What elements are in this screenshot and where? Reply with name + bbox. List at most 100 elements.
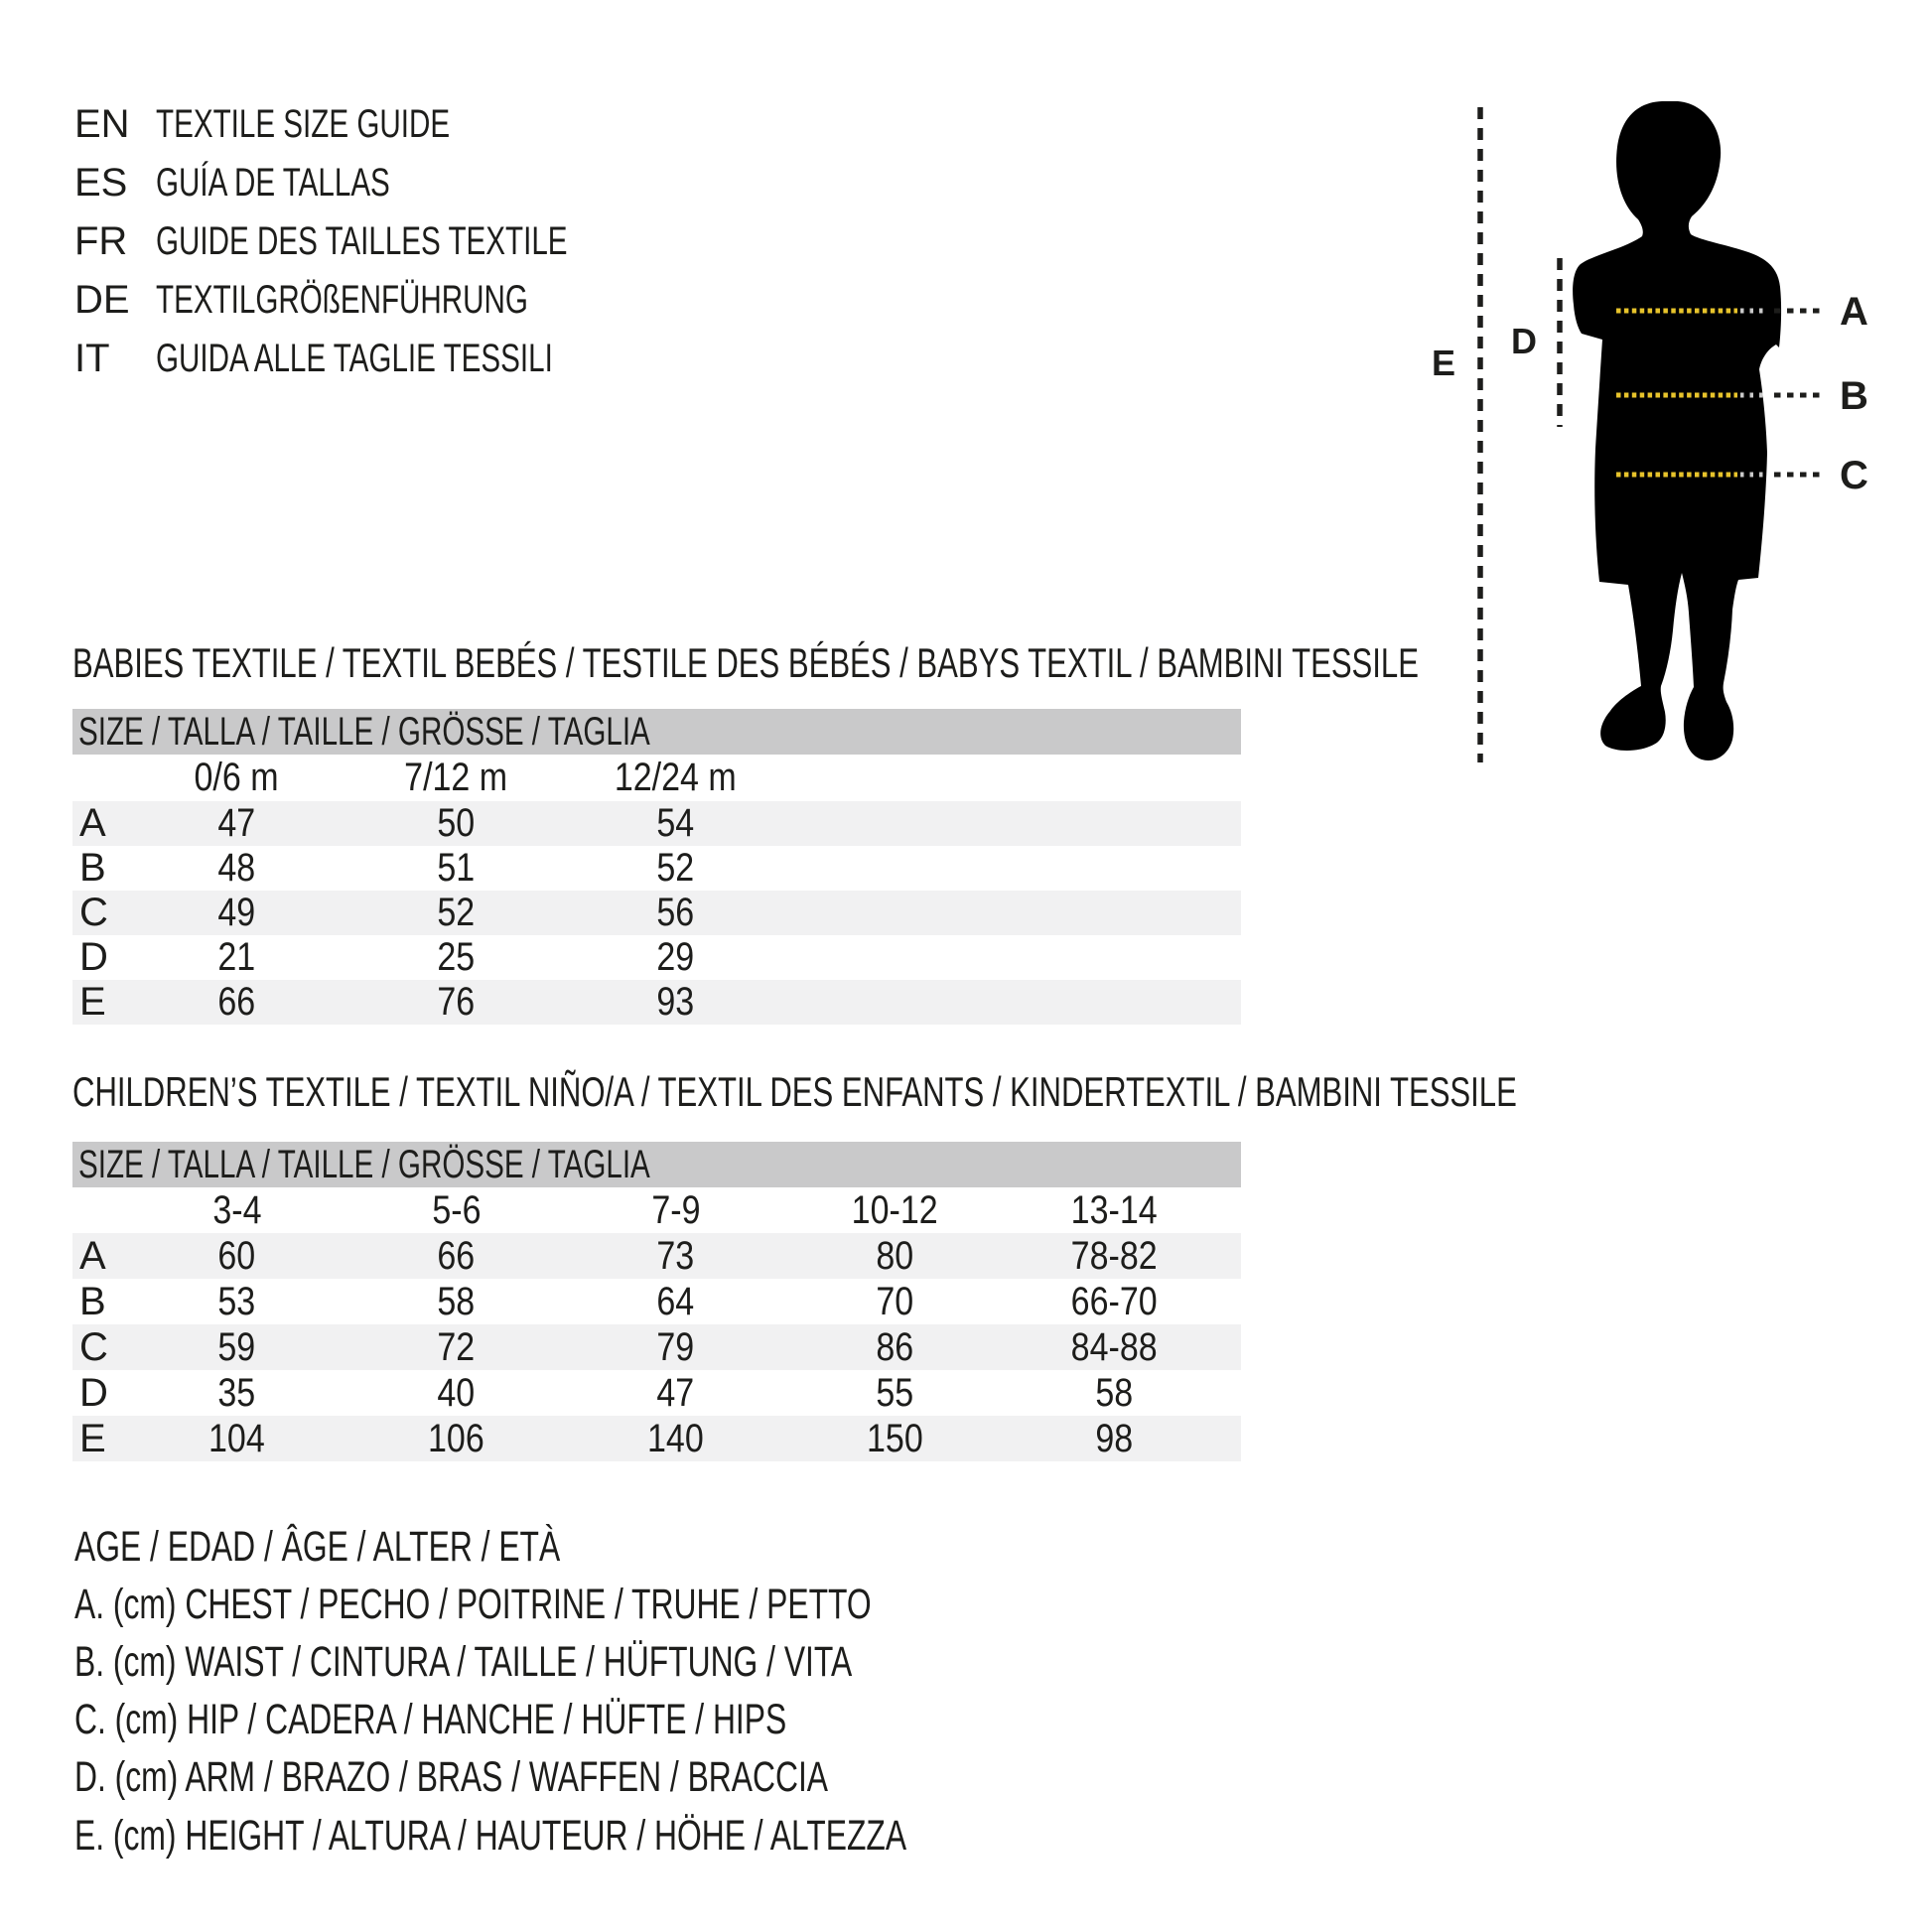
- language-title: TEXTILE SIZE GUIDE: [156, 102, 451, 146]
- table-cell: 76: [437, 980, 476, 1024]
- row-label: E: [79, 980, 106, 1024]
- language-code: IT: [74, 337, 110, 380]
- table-cell: 52: [656, 846, 695, 890]
- language-code: DE: [74, 278, 130, 322]
- table-cell: 40: [437, 1370, 476, 1415]
- language-title: GUIDA ALLE TAGLIE TESSILI: [156, 337, 553, 380]
- table-cell: 54: [656, 801, 695, 845]
- column-header: 7/12 m: [404, 756, 508, 799]
- row-label: D: [79, 935, 108, 979]
- row-label: B: [79, 1279, 106, 1323]
- table-row-d: D 21 25 29: [72, 935, 1241, 980]
- table-cell: 150: [867, 1416, 923, 1460]
- children-size-header-text: SIZE / TALLA / TAILLE / GRÖSSE / TAGLIA: [78, 1142, 650, 1186]
- row-label: E: [79, 1416, 106, 1460]
- figure-label-e: E: [1432, 343, 1455, 383]
- children-table: 3-4 5-6 7-9 10-12 13-14 A 60 66 73 80 78…: [72, 1187, 1241, 1461]
- column-header: 10-12: [852, 1187, 938, 1232]
- legend-line-waist: B. (cm) WAIST / CINTURA / TAILLE / HÜFTU…: [74, 1637, 853, 1686]
- table-cell: 70: [876, 1279, 914, 1323]
- language-row-es: ES GUÍA DE TALLAS: [74, 154, 712, 212]
- column-header: 0/6 m: [194, 756, 280, 799]
- babies-section-heading: BABIES TEXTILE / TEXTIL BEBÉS / TESTILE …: [72, 641, 1891, 685]
- table-cell: 58: [437, 1279, 476, 1323]
- babies-heading-text: BABIES TEXTILE / TEXTIL BEBÉS / TESTILE …: [72, 639, 1419, 686]
- children-section-heading: CHILDREN’S TEXTILE / TEXTIL NIÑO/A / TEX…: [72, 1070, 1932, 1114]
- table-cell: 72: [437, 1324, 476, 1369]
- table-cell: 51: [437, 846, 476, 890]
- table-cell: 66: [217, 980, 256, 1024]
- language-row-fr: FR GUIDE DES TAILLES TEXTILE: [74, 212, 712, 271]
- table-row-e: E 66 76 93: [72, 980, 1241, 1025]
- table-cell: 140: [647, 1416, 704, 1460]
- column-header: 13-14: [1071, 1187, 1158, 1232]
- child-silhouette: [1573, 101, 1782, 760]
- table-cell: 49: [217, 891, 256, 934]
- table-row-e: E 104 106 140 150 98: [72, 1416, 1241, 1461]
- column-header: 5-6: [431, 1187, 482, 1232]
- table-cell: 84-88: [1071, 1324, 1158, 1369]
- table-cell: 48: [217, 846, 256, 890]
- language-row-en: EN TEXTILE SIZE GUIDE: [74, 95, 712, 154]
- table-cell: 25: [437, 935, 476, 979]
- babies-table: 0/6 m 7/12 m 12/24 m A 47 50 54 B 48 51 …: [72, 755, 1241, 1025]
- child-silhouette-figure: A B C D E: [1432, 101, 1868, 762]
- measurement-legend: AGE / EDAD / ÂGE / ALTER / ETÀ A. (cm) C…: [74, 1518, 1199, 1864]
- figure-label-b: B: [1840, 374, 1868, 418]
- table-row-b: B 48 51 52: [72, 846, 1241, 891]
- language-title: TEXTILGRÖßENFÜHRUNG: [156, 278, 528, 322]
- babies-column-header-row: 0/6 m 7/12 m 12/24 m: [72, 755, 1241, 801]
- table-cell: 66-70: [1071, 1279, 1158, 1323]
- table-cell: 55: [876, 1370, 914, 1415]
- column-header: 7-9: [650, 1187, 701, 1232]
- table-row-c: C 49 52 56: [72, 891, 1241, 935]
- row-label: A: [79, 1233, 106, 1278]
- row-label: C: [79, 891, 108, 934]
- children-size-header-bar: SIZE / TALLA / TAILLE / GRÖSSE / TAGLIA: [72, 1142, 1241, 1187]
- figure-label-a: A: [1840, 290, 1868, 334]
- table-cell: 79: [656, 1324, 695, 1369]
- language-row-it: IT GUIDA ALLE TAGLIE TESSILI: [74, 330, 712, 388]
- language-row-de: DE TEXTILGRÖßENFÜHRUNG: [74, 271, 712, 330]
- language-list: EN TEXTILE SIZE GUIDE ES GUÍA DE TALLAS …: [74, 95, 712, 388]
- row-label: D: [79, 1370, 108, 1415]
- table-cell: 58: [1095, 1370, 1134, 1415]
- babies-size-header-text: SIZE / TALLA / TAILLE / GRÖSSE / TAGLIA: [78, 709, 650, 754]
- language-title: GUÍA DE TALLAS: [156, 161, 390, 205]
- table-cell: 52: [437, 891, 476, 934]
- table-cell: 66: [437, 1233, 476, 1278]
- table-cell: 59: [217, 1324, 256, 1369]
- children-heading-text: CHILDREN’S TEXTILE / TEXTIL NIÑO/A / TEX…: [72, 1068, 1517, 1115]
- children-column-header-row: 3-4 5-6 7-9 10-12 13-14: [72, 1187, 1241, 1233]
- table-cell: 104: [208, 1416, 265, 1460]
- table-row-c: C 59 72 79 86 84-88: [72, 1324, 1241, 1370]
- legend-line-age: AGE / EDAD / ÂGE / ALTER / ETÀ: [74, 1522, 561, 1571]
- table-cell: 78-82: [1071, 1233, 1158, 1278]
- table-row-d: D 35 40 47 55 58: [72, 1370, 1241, 1416]
- table-cell: 35: [217, 1370, 256, 1415]
- table-cell: 86: [876, 1324, 914, 1369]
- table-row-a: A 60 66 73 80 78-82: [72, 1233, 1241, 1279]
- figure-label-c: C: [1840, 454, 1868, 497]
- row-label: A: [79, 801, 106, 845]
- legend-line-arm: D. (cm) ARM / BRAZO / BRAS / WAFFEN / BR…: [74, 1753, 829, 1802]
- language-code: ES: [74, 161, 128, 205]
- table-cell: 21: [217, 935, 256, 979]
- figure-label-d: D: [1511, 321, 1537, 361]
- legend-line-hip: C. (cm) HIP / CADERA / HANCHE / HÜFTE / …: [74, 1696, 787, 1744]
- table-cell: 60: [217, 1233, 256, 1278]
- table-cell: 106: [428, 1416, 484, 1460]
- language-title: GUIDE DES TAILLES TEXTILE: [156, 219, 568, 263]
- column-header: 3-4: [211, 1187, 262, 1232]
- legend-line-height: E. (cm) HEIGHT / ALTURA / HAUTEUR / HÖHE…: [74, 1811, 907, 1860]
- table-cell: 80: [876, 1233, 914, 1278]
- table-cell: 93: [656, 980, 695, 1024]
- table-row-a: A 47 50 54: [72, 801, 1241, 846]
- table-cell: 73: [656, 1233, 695, 1278]
- row-label: C: [79, 1324, 108, 1369]
- table-cell: 47: [656, 1370, 695, 1415]
- language-code: EN: [74, 102, 130, 146]
- legend-line-chest: A. (cm) CHEST / PECHO / POITRINE / TRUHE…: [74, 1580, 872, 1628]
- table-cell: 47: [217, 801, 256, 845]
